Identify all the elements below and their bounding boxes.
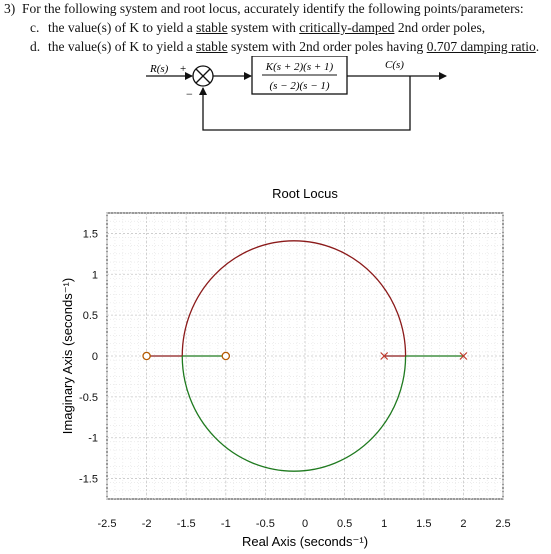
part-c-text: the value(s) of K to yield a stable syst… xyxy=(48,20,485,36)
x-tick-label: -2.5 xyxy=(98,518,117,530)
ticks: -2.5 -2 -1.5 -1 -0.5 0 0.5 1 1.5 2 2.5 -1.5 -1 -0.5 0 0… xyxy=(79,228,511,530)
part-c-text-2: system with xyxy=(227,20,300,35)
pole-stroke xyxy=(380,352,389,360)
tf-numerator: K(s + 2)(s + 1) xyxy=(265,61,334,73)
part-c-text-3: 2nd order poles, xyxy=(394,20,486,35)
part-d-text-1: the value(s) of K to yield a xyxy=(48,39,197,54)
pole-marker xyxy=(459,352,468,360)
chart-title: Root Locus xyxy=(272,186,338,201)
y-tick-label: -1.5 xyxy=(79,474,98,486)
pole-stroke xyxy=(459,352,468,360)
zero-marker xyxy=(142,351,151,361)
y-axis-label: Imaginary Axis (seconds⁻¹) xyxy=(60,278,75,434)
y-tick-label: 1 xyxy=(92,269,98,281)
part-d-text: the value(s) of K to yield a stable syst… xyxy=(48,39,539,55)
block-diagram: R(s) + − K(s + 2)(s + 1) (s − 2)(s − 1) … xyxy=(146,56,447,131)
sum-minus-sign: − xyxy=(186,87,193,101)
part-d-text-3: . xyxy=(535,39,540,54)
locus-branch-upper xyxy=(181,240,407,357)
x-tick-label: -1 xyxy=(221,518,231,530)
root-locus-chart: -2.5 -2 -1.5 -1 -0.5 0 0.5 1 1.5 2 2.5 -1.5 -1 -0.5 0 0… xyxy=(60,186,511,549)
feedback-path xyxy=(199,76,411,131)
locus-branch-lower xyxy=(181,355,407,472)
input-label: R(s) xyxy=(149,63,169,75)
part-c-text-1: the value(s) of K to yield a xyxy=(48,20,197,35)
part-d-underlined-1: stable xyxy=(196,39,228,54)
x-tick-label: 2.5 xyxy=(495,518,510,530)
y-tick-label: -1 xyxy=(88,433,98,445)
tf-denominator: (s − 2)(s − 1) xyxy=(269,80,329,92)
locus-branches xyxy=(146,240,464,472)
part-d-label: d. xyxy=(30,39,41,54)
y-tick-label: 0.5 xyxy=(83,310,98,322)
x-axis-label: Real Axis (seconds⁻¹) xyxy=(242,534,368,549)
zero-marker xyxy=(221,351,231,361)
x-tick-label: -0.5 xyxy=(256,518,275,530)
x-tick-label: 1 xyxy=(381,518,387,530)
question-number: 3) xyxy=(4,1,16,16)
output-label: C(s) xyxy=(385,59,404,71)
x-tick-label: -2 xyxy=(142,518,152,530)
x-tick-label: 2 xyxy=(460,518,466,530)
part-d-underlined-2: 0.707 damping ratio xyxy=(426,39,536,54)
question-text: 3) For the following system and root loc… xyxy=(0,0,551,62)
x-tick-label: -1.5 xyxy=(177,518,196,530)
x-tick-label: 0.5 xyxy=(337,518,352,530)
pole-zero-markers xyxy=(142,351,468,361)
sum-plus-sign: + xyxy=(180,63,186,75)
y-tick-label: 1.5 xyxy=(83,228,98,240)
y-tick-label: -0.5 xyxy=(79,392,98,404)
summing-junction xyxy=(192,65,214,87)
y-tick-label: 0 xyxy=(92,351,98,363)
part-c-label: c. xyxy=(30,20,40,35)
pole-marker xyxy=(380,352,389,360)
part-c-underlined-2: critically-damped xyxy=(299,20,395,35)
question-stem: For the following system and root locus,… xyxy=(22,1,524,16)
part-c-underlined-1: stable xyxy=(196,20,228,35)
x-tick-label: 0 xyxy=(302,518,308,530)
grid xyxy=(106,212,504,500)
x-tick-label: 1.5 xyxy=(416,518,431,530)
part-d-text-2: system with 2nd order poles having xyxy=(227,39,427,54)
